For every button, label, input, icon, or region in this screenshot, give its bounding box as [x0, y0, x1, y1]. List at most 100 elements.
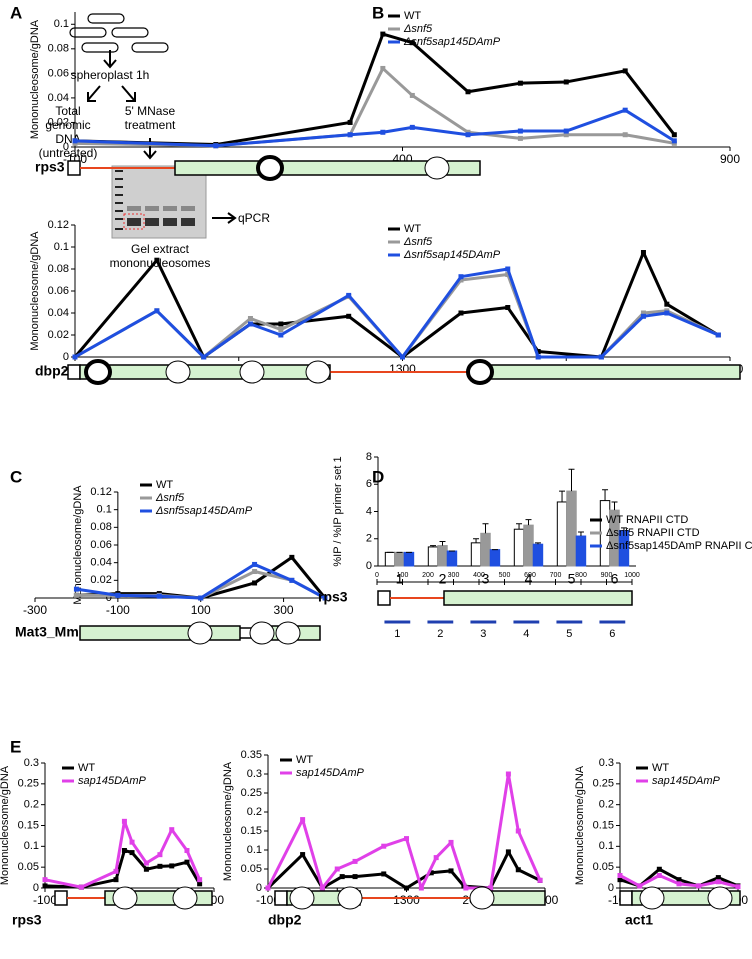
legend-label: Δsnf5sap145DAmP	[155, 505, 253, 517]
point	[129, 839, 135, 845]
bar	[480, 532, 491, 567]
point	[428, 870, 434, 876]
point	[115, 592, 121, 598]
y-tick-label: 0.2	[247, 806, 262, 818]
y-tick-label: 0.35	[241, 749, 262, 761]
point	[715, 879, 721, 885]
legend-label: sap145DAmP	[296, 767, 365, 779]
point	[463, 885, 469, 891]
point	[458, 277, 464, 283]
x-tick-label: 300	[274, 603, 294, 617]
point	[656, 866, 662, 872]
series-line	[74, 108, 676, 148]
y-tick-label: 0	[33, 882, 39, 894]
bar	[446, 550, 458, 567]
point	[676, 881, 682, 887]
point	[213, 143, 219, 149]
y-tick-label: 0.06	[48, 67, 69, 79]
point	[458, 274, 464, 280]
point	[143, 866, 149, 872]
panel-label: C	[10, 467, 22, 486]
y-tick-label: 0.12	[90, 486, 111, 498]
point	[505, 849, 511, 855]
point	[517, 80, 523, 86]
point	[676, 877, 682, 883]
point	[143, 860, 149, 866]
step-label: mononucleosomes	[110, 256, 211, 270]
map-tick-label: 400	[473, 572, 485, 579]
y-tick-label: 0.02	[90, 574, 111, 586]
y-tick-label: 0	[256, 882, 262, 894]
y-tick-label: 0.25	[18, 778, 39, 790]
y-tick-label: 0	[63, 141, 69, 153]
point	[448, 839, 454, 845]
point	[622, 107, 628, 113]
gene-label: act1	[625, 912, 653, 928]
x-tick-label: -100	[106, 603, 130, 617]
point	[129, 850, 135, 856]
error-bar	[525, 519, 532, 526]
point	[535, 349, 541, 354]
bar	[384, 551, 396, 567]
point	[409, 124, 415, 130]
y-tick-label: 0.04	[48, 92, 69, 104]
bar	[556, 501, 568, 567]
point	[715, 875, 721, 881]
point	[300, 852, 306, 858]
point	[198, 595, 204, 601]
y-axis-title: Mononucleosome/gDNA	[29, 19, 41, 139]
y-tick-label: 0.1	[97, 504, 112, 516]
y-tick-label: 0.25	[241, 787, 262, 799]
error-bar	[559, 490, 566, 502]
point	[563, 79, 569, 85]
legend-label: Δsnf5	[403, 23, 433, 35]
map-tick-label: 800	[575, 572, 587, 579]
error-bar	[534, 542, 541, 545]
gene-label: rps3	[12, 912, 42, 928]
series-line	[44, 819, 202, 889]
y-axis-title: Mononucleosome/gDNA	[72, 485, 84, 605]
step-label: 5' MNase	[125, 104, 176, 118]
gene-box	[54, 890, 68, 906]
x-tick-label: 2	[439, 571, 447, 587]
bar	[566, 490, 577, 567]
gene-body	[469, 364, 741, 380]
point	[156, 593, 162, 599]
bar	[513, 528, 525, 567]
point	[339, 874, 345, 880]
point	[380, 31, 386, 37]
point	[465, 89, 471, 95]
legend-label: WT	[296, 754, 313, 766]
map-tick-label: 200	[422, 572, 434, 579]
error-bar	[482, 523, 489, 534]
point	[278, 327, 284, 332]
point	[381, 871, 387, 877]
y-tick-label: 0.3	[24, 757, 39, 769]
legend-label: Δsnf5 RNAPII CTD	[606, 527, 700, 539]
y-tick-label: 0.12	[48, 219, 69, 231]
x-tick-label: 1	[396, 571, 404, 587]
legend-label: WT	[78, 762, 95, 774]
bar	[523, 524, 534, 567]
x-tick-label: 1300	[389, 362, 416, 376]
step-label: genomic	[45, 118, 90, 132]
legend-label: WT	[404, 223, 421, 235]
gene-label: dbp2	[268, 912, 302, 928]
point	[42, 877, 48, 883]
point	[322, 595, 328, 601]
bar	[489, 549, 501, 567]
nucleosome	[639, 886, 665, 910]
error-bar	[430, 545, 437, 547]
step-label: Gel extract	[131, 242, 190, 256]
point	[380, 65, 386, 71]
x-tick-label: 5	[568, 571, 576, 587]
point	[458, 310, 464, 316]
point	[252, 569, 258, 574]
point	[169, 863, 175, 869]
step-label: Total	[55, 104, 80, 118]
map-tick-label: 1000	[624, 572, 640, 579]
point	[418, 885, 424, 891]
primer-label: 2	[437, 628, 443, 640]
point	[735, 884, 741, 890]
primer-label: 4	[523, 628, 529, 640]
